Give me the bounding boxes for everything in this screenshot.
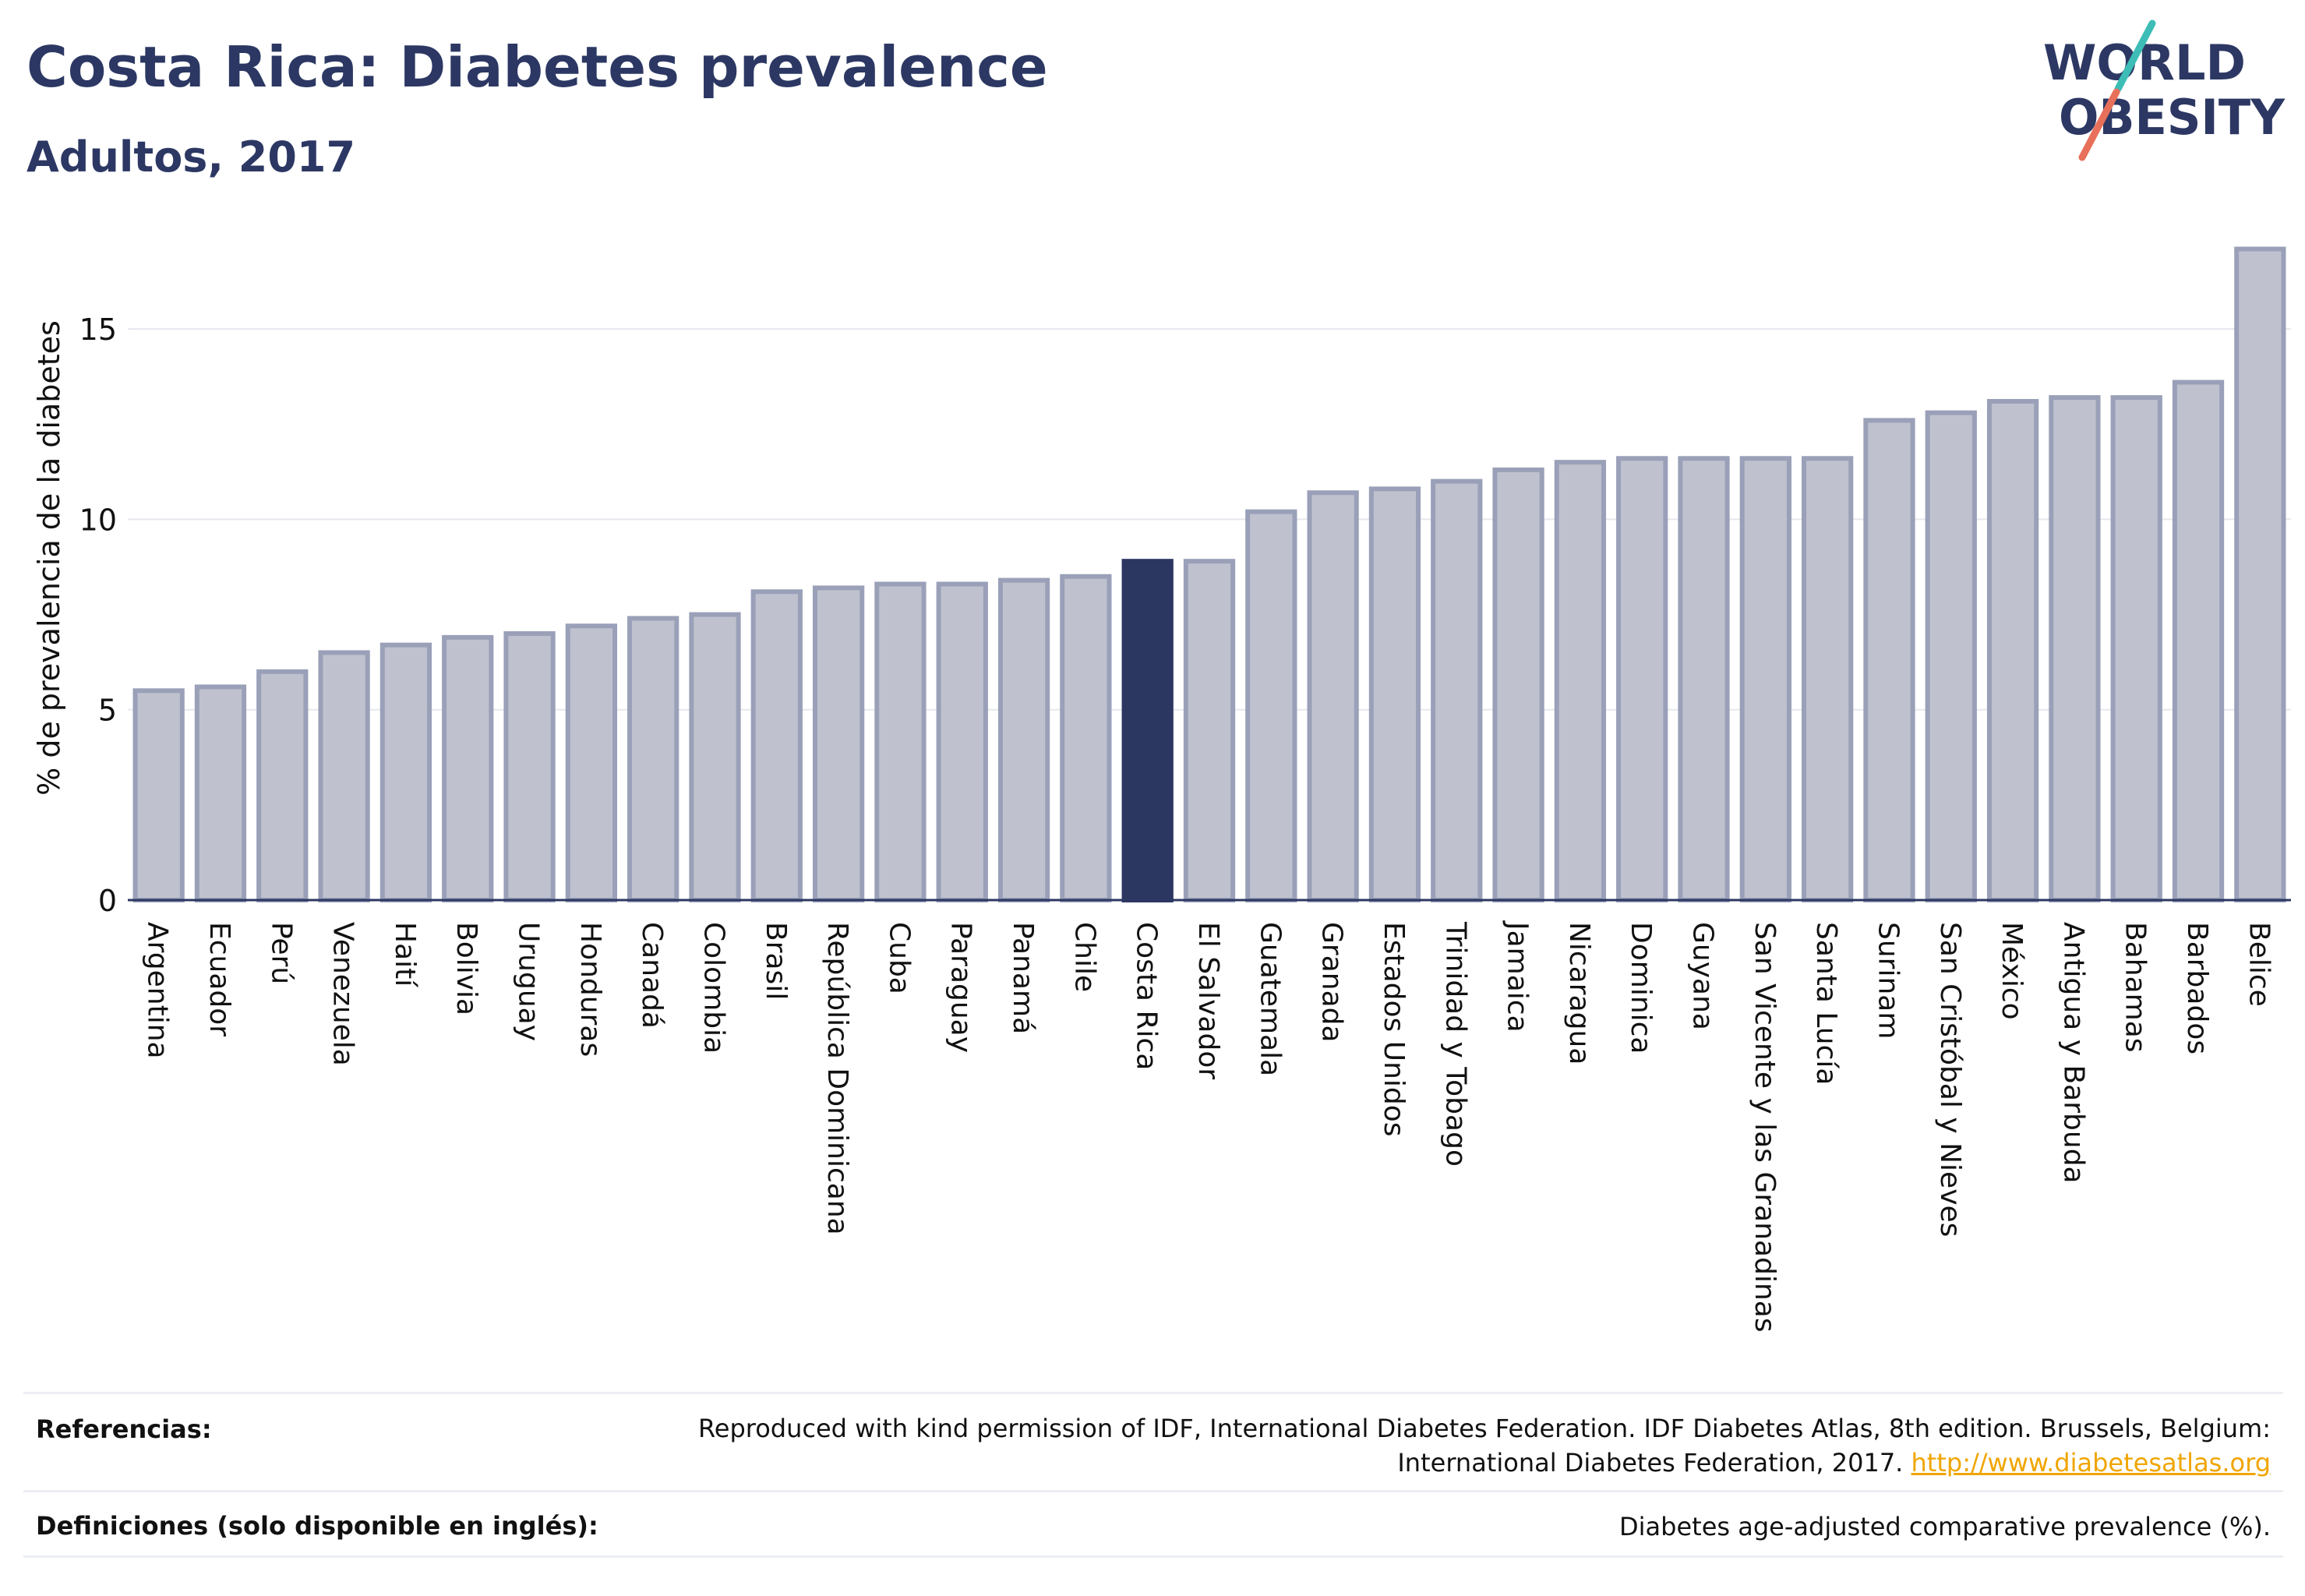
world-obesity-logo: WORLD OBESITY (2043, 19, 2286, 161)
bar-uruguay (503, 631, 556, 902)
x-tick-label: El Salvador (1192, 922, 1224, 1079)
definitions-text: Diabetes age-adjusted comparative preval… (1619, 1512, 2271, 1541)
bar-guyana (1678, 456, 1730, 902)
x-tick-label: Perú (265, 922, 297, 984)
bar-barbados (2172, 380, 2225, 902)
y-axis-label: % de prevalencia de la diabetes (32, 320, 66, 796)
y-tick-label: 15 (79, 312, 117, 347)
definitions-label: Definiciones (solo disponible en inglés)… (36, 1511, 598, 1541)
x-tick-label: Surinam (1872, 922, 1904, 1039)
bar-republica-dominicana (812, 585, 865, 902)
bar-santa-lucia (1802, 456, 1854, 902)
x-tick-label: Chile (1068, 922, 1100, 992)
x-tick-label: Bolivia (450, 922, 482, 1015)
bar-canada (627, 616, 679, 902)
y-ticks-layer: 0 5 10 15 (79, 312, 117, 918)
references-link[interactable]: http://www.diabetesatlas.org (1911, 1448, 2271, 1478)
x-tick-label: México (1996, 922, 2028, 1020)
bar-belice (2234, 246, 2286, 902)
references-row: Referencias: Reproduced with kind permis… (23, 1392, 2283, 1492)
x-tick-label: Uruguay (513, 922, 545, 1041)
x-tick-label: República Dominicana (821, 922, 853, 1235)
logo-slash-bottom (2078, 88, 2120, 161)
bar-brasil (750, 589, 803, 902)
x-labels-layer: Argentina Ecuador Perú Venezuela Haití Bolivi… (142, 920, 2275, 1333)
x-tick-label: Guyana (1687, 922, 1719, 1030)
x-tick-label: Argentina (142, 922, 174, 1059)
x-tick-label: Brasil (760, 922, 792, 1000)
x-tick-label: San Vicente y las Granadinas (1749, 922, 1781, 1333)
bar-venezuela (318, 650, 370, 903)
bar-surinam (1863, 418, 1915, 902)
references-text: Reproduced with kind permission of IDF, … (698, 1411, 2271, 1480)
bar-ecuador (194, 684, 247, 903)
bar-trinidad-y-tobago (1431, 478, 1483, 902)
bar-haiti (379, 642, 432, 903)
x-tick-label: Estados Unidos (1378, 922, 1410, 1137)
y-tick-label: 10 (79, 503, 117, 537)
bar-bahamas (2110, 395, 2162, 903)
x-tick-label: Trinidad y Tobago (1439, 921, 1471, 1167)
references-line2: International Diabetes Federation, 2017. (1397, 1448, 1904, 1478)
page-title: Costa Rica: Diabetes prevalence (26, 34, 1048, 100)
x-tick-label: Venezuela (327, 922, 359, 1066)
bar-argentina (132, 688, 185, 902)
bar-granada (1307, 490, 1359, 902)
bar-mexico (1986, 398, 2039, 902)
references-label: Referencias: (36, 1414, 212, 1444)
bar-estados-unidos (1368, 486, 1421, 902)
bar-colombia (689, 612, 741, 902)
footer-bottom-rule (23, 1555, 2283, 1558)
bar-peru (256, 669, 309, 902)
bar-guatemala (1245, 509, 1297, 903)
bar-nicaragua (1554, 460, 1607, 902)
bars-layer (128, 246, 2291, 903)
bar-antigua-y-barbuda (2049, 395, 2101, 903)
x-tick-label: Antigua y Barbuda (2057, 922, 2089, 1184)
x-tick-label: Nicaragua (1563, 922, 1595, 1065)
bar-honduras (565, 623, 617, 902)
bar-san-cristobal-y-nieves (1925, 410, 1977, 902)
bar-panama (997, 577, 1050, 902)
references-line1: Reproduced with kind permission of IDF, … (697, 1414, 2271, 1443)
y-tick-label: 0 (98, 884, 117, 918)
bar-el-salvador (1183, 559, 1236, 903)
x-tick-label: Barbados (2181, 922, 2213, 1054)
page-subtitle: Adultos, 2017 (26, 132, 356, 182)
x-tick-label: Jamaica (1502, 920, 1534, 1033)
bar-paraguay (936, 581, 988, 902)
x-tick-label: Haití (389, 922, 421, 987)
x-tick-label: Paraguay (945, 922, 977, 1053)
x-tick-label: Belice (2243, 922, 2275, 1007)
bar-cuba (874, 581, 927, 902)
y-tick-label: 5 (98, 694, 117, 728)
x-tick-label: Santa Lucía (1810, 922, 1842, 1085)
x-tick-label: Panamá (1007, 922, 1039, 1034)
x-tick-label: Canadá (636, 922, 668, 1029)
x-tick-label: Dominica (1625, 922, 1657, 1054)
bar-chile (1060, 574, 1112, 902)
bar-bolivia (442, 634, 494, 903)
definitions-row: Definiciones (solo disponible en inglés)… (23, 1490, 2283, 1558)
x-tick-label: Bahamas (2120, 922, 2151, 1053)
bar-dominica (1616, 456, 1668, 902)
bar-jamaica (1492, 467, 1544, 902)
x-tick-label: Honduras (574, 922, 606, 1057)
x-tick-label: Granada (1316, 922, 1348, 1043)
x-tick-label: Cuba (883, 922, 915, 994)
x-tick-label: Ecuador (203, 922, 235, 1036)
x-tick-label: San Cristóbal y Nieves (1934, 922, 1966, 1237)
logo-slash-top (2114, 19, 2156, 93)
x-tick-label: Colombia (697, 922, 729, 1054)
bar-costa-rica (1121, 559, 1174, 903)
x-tick-label: Guatemala (1254, 922, 1286, 1076)
bar-san-vicente-y-las-granadinas (1739, 456, 1791, 902)
bar-chart: 0 5 10 15 Argentina Ecuador Perú Venezuela Hait… (32, 246, 2291, 1333)
x-tick-label: Costa Rica (1131, 922, 1163, 1070)
